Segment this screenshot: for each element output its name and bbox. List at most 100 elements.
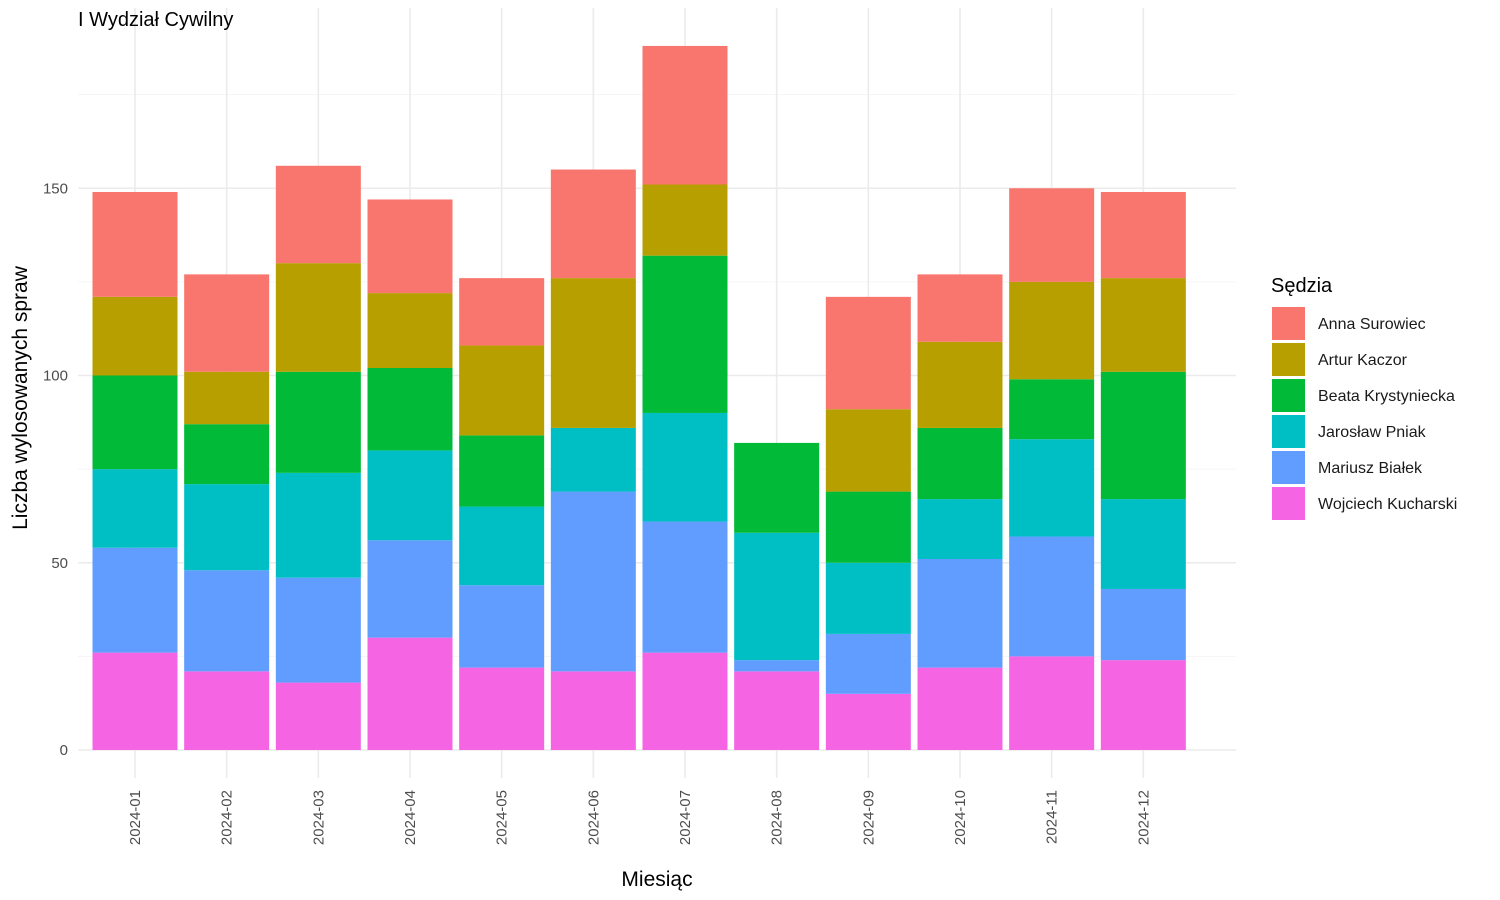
bar-segment bbox=[1100, 191, 1186, 279]
legend: Sędzia Anna Surowiec Artur Kaczor Beata Kr… bbox=[1271, 275, 1457, 520]
bar-segment bbox=[917, 667, 1003, 750]
bar-segment bbox=[1100, 660, 1186, 750]
bar-segment bbox=[184, 671, 270, 750]
legend-label: Jarosław Pniak bbox=[1318, 424, 1427, 441]
x-tick-label: 2024-02 bbox=[219, 790, 236, 845]
bar-segment bbox=[917, 559, 1003, 668]
y-axis-label: Liczba wylosowanych spraw bbox=[9, 265, 32, 530]
y-tick-label: 150 bbox=[43, 180, 68, 197]
bar-segment bbox=[917, 274, 1003, 342]
legend-swatch bbox=[1272, 379, 1305, 412]
bar-segment bbox=[550, 671, 636, 750]
bar-segment bbox=[734, 671, 820, 750]
bar-segment bbox=[184, 424, 270, 485]
x-tick-label: 2024-04 bbox=[402, 790, 419, 845]
bar-segment bbox=[825, 409, 911, 492]
y-tick-labels: 0 50 100 150 bbox=[43, 180, 68, 759]
bar-segment bbox=[642, 521, 728, 653]
bar-segment bbox=[367, 199, 453, 294]
bar-segment bbox=[825, 633, 911, 694]
bar-segment bbox=[550, 491, 636, 672]
bar-segment bbox=[734, 442, 820, 533]
bar-segment bbox=[367, 450, 453, 541]
legend-label: Artur Kaczor bbox=[1318, 352, 1408, 369]
bar-segment bbox=[1009, 281, 1095, 380]
x-tick-label: 2024-12 bbox=[1135, 790, 1152, 845]
bar-segment bbox=[1100, 278, 1186, 372]
bar-segment bbox=[275, 682, 361, 750]
bar-segment bbox=[1009, 536, 1095, 657]
bar-segment bbox=[642, 255, 728, 413]
x-tick-label: 2024-11 bbox=[1044, 790, 1061, 844]
legend-label: Mariusz Białek bbox=[1318, 460, 1423, 477]
bar-segment bbox=[459, 435, 545, 507]
y-tick-label: 0 bbox=[60, 742, 68, 759]
bar-segment bbox=[642, 412, 728, 522]
bar-segment bbox=[184, 371, 270, 425]
legend-swatch bbox=[1272, 415, 1305, 448]
bar-segment bbox=[459, 345, 545, 436]
bar-segment bbox=[642, 652, 728, 750]
bar-segment bbox=[917, 341, 1003, 428]
bar-segment bbox=[550, 169, 636, 279]
chart-title: I Wydział Cywilny bbox=[78, 9, 233, 31]
x-tick-label: 2024-06 bbox=[585, 790, 602, 845]
bar-segment bbox=[275, 263, 361, 372]
legend-label: Wojciech Kucharski bbox=[1318, 496, 1457, 513]
x-tick-label: 2024-07 bbox=[677, 790, 694, 845]
bar-segment bbox=[184, 570, 270, 672]
bar-segment bbox=[92, 547, 178, 653]
bar-segment bbox=[642, 184, 728, 256]
bar-segment bbox=[367, 540, 453, 638]
bar-segment bbox=[184, 274, 270, 372]
x-tick-label: 2024-08 bbox=[769, 790, 786, 845]
bar-segment bbox=[1009, 656, 1095, 750]
x-tick-label: 2024-10 bbox=[952, 790, 969, 845]
bar-segment bbox=[917, 427, 1003, 500]
legend-label: Beata Krystyniecka bbox=[1318, 388, 1455, 405]
bar-segment bbox=[275, 371, 361, 473]
bar-segment bbox=[367, 293, 453, 369]
x-tick-labels: 2024-01 2024-02 2024-03 2024-04 2024-05 2024-… bbox=[127, 790, 1152, 845]
bar-segment bbox=[734, 660, 820, 672]
bar-segment bbox=[550, 427, 636, 492]
bar-segment bbox=[275, 472, 361, 578]
bar-segment bbox=[184, 484, 270, 571]
legend-swatch bbox=[1272, 307, 1305, 340]
bar-segment bbox=[275, 577, 361, 683]
bar-segment bbox=[1009, 188, 1095, 282]
bar-segment bbox=[825, 693, 911, 750]
bar-segment bbox=[275, 165, 361, 264]
bars bbox=[92, 45, 1186, 750]
bar-segment bbox=[367, 637, 453, 750]
bar-segment bbox=[550, 278, 636, 428]
legend-swatch bbox=[1272, 451, 1305, 484]
bar-segment bbox=[642, 45, 728, 185]
legend-swatch bbox=[1272, 343, 1305, 376]
bar-segment bbox=[825, 296, 911, 410]
x-tick-label: 2024-09 bbox=[860, 790, 877, 845]
legend-label: Anna Surowiec bbox=[1318, 316, 1426, 333]
x-tick-label: 2024-05 bbox=[494, 790, 511, 845]
bar-segment bbox=[92, 469, 178, 548]
bar-segment bbox=[459, 667, 545, 750]
bar-segment bbox=[459, 506, 545, 586]
bar-segment bbox=[917, 499, 1003, 560]
legend-title: Sędzia bbox=[1271, 275, 1333, 297]
bar-segment bbox=[92, 191, 178, 297]
bar-segment bbox=[459, 278, 545, 346]
bar-segment bbox=[1100, 371, 1186, 500]
bar-segment bbox=[1100, 588, 1186, 661]
bar-segment bbox=[825, 562, 911, 634]
bar-segment bbox=[92, 652, 178, 750]
bar-segment bbox=[734, 532, 820, 661]
legend-swatch bbox=[1272, 487, 1305, 520]
bar-segment bbox=[1009, 379, 1095, 440]
bar-segment bbox=[1100, 499, 1186, 589]
bar-segment bbox=[1009, 439, 1095, 537]
y-tick-label: 50 bbox=[51, 555, 68, 572]
x-axis-label: Miesiąc bbox=[621, 868, 692, 891]
x-tick-label: 2024-01 bbox=[127, 790, 144, 845]
bar-segment bbox=[92, 375, 178, 470]
